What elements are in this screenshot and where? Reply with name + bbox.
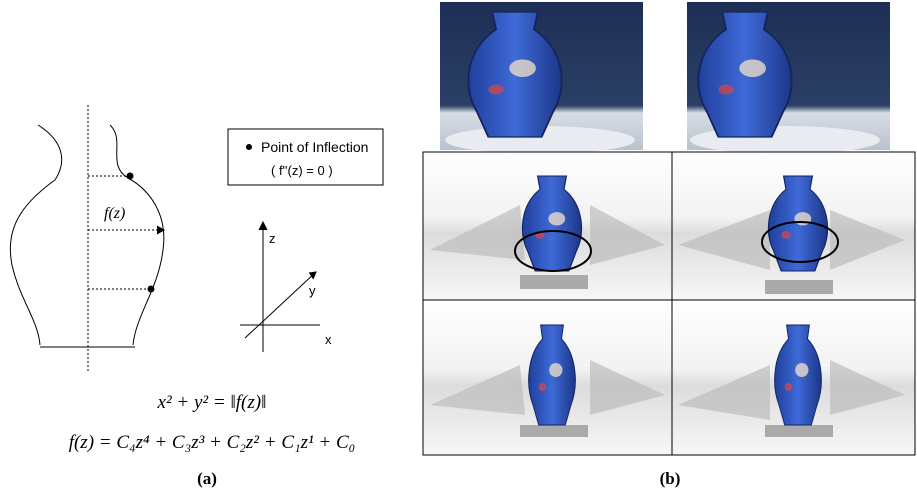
caption-b: (b) (660, 469, 681, 488)
caption-a: (a) (197, 469, 217, 488)
axes (240, 222, 320, 352)
legend-condition: ( f''(z) = 0 ) (271, 163, 333, 178)
equation-2: f(z) = C₄z⁴ + C₃z³ + C₂z² + C₁z¹ + C₀ (69, 432, 356, 453)
curve-label: f(z) (104, 205, 125, 222)
legend-label: Point of Inflection (261, 139, 368, 155)
figure: f(z) Point of Inflection ( f''(z) = 0 ) … (0, 0, 917, 493)
equation-1: x² + y² = ‖f(z)‖ (157, 392, 267, 413)
vase-profile (10, 105, 164, 372)
axis-z: z (269, 231, 276, 246)
legend-dot (246, 144, 252, 150)
axis-y: y (309, 283, 316, 298)
axis-x: x (325, 332, 332, 347)
photo-left (440, 2, 643, 154)
photo-right (687, 2, 890, 154)
